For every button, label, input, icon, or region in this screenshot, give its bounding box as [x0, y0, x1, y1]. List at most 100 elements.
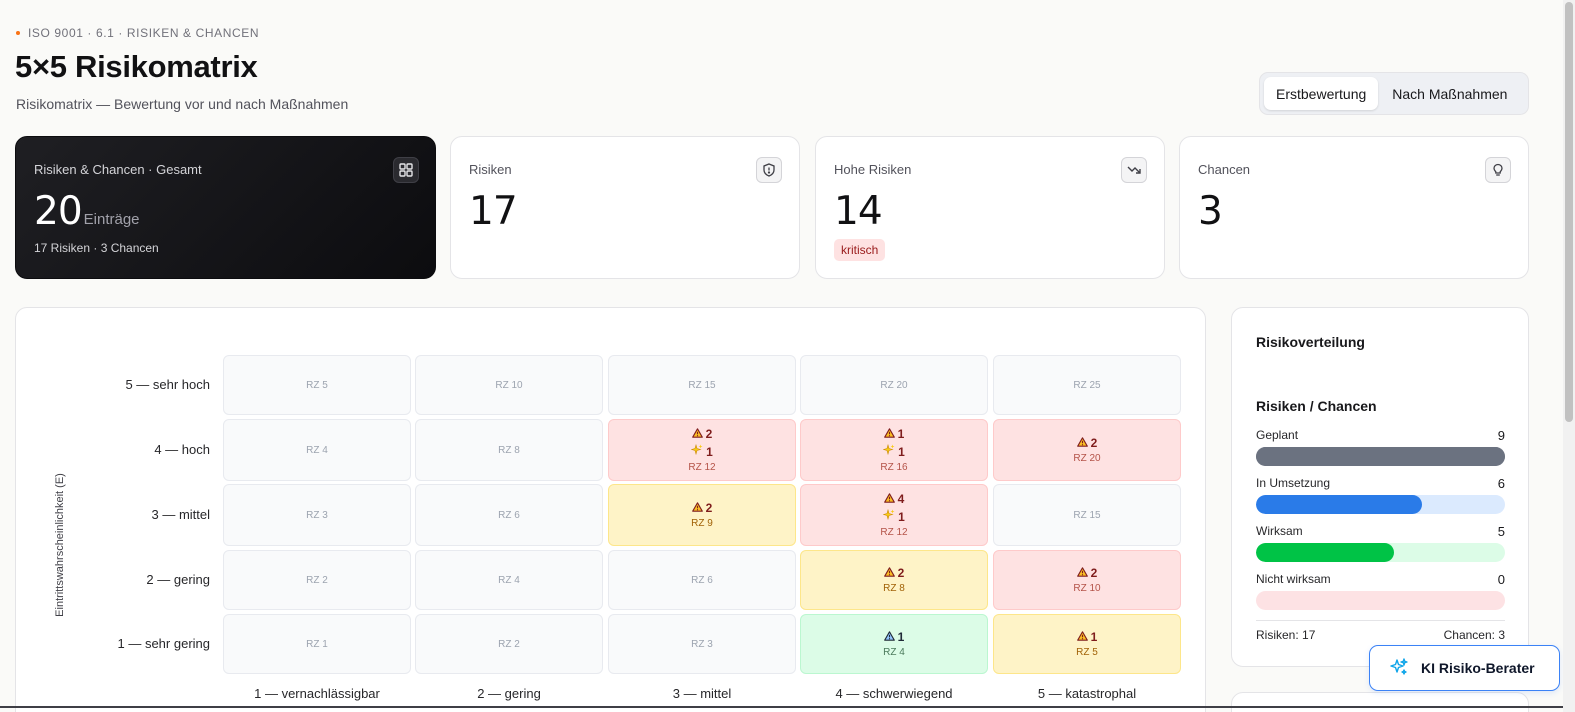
risk-score: RZ 12	[688, 462, 716, 473]
risk-count: 1	[1076, 630, 1098, 644]
warning-triangle-icon	[691, 501, 703, 515]
matrix-cell-e3-s3[interactable]: 2 RZ 9	[608, 484, 796, 546]
matrix-cell-e5-s3[interactable]: RZ 15	[608, 355, 796, 415]
lightbulb-icon	[1485, 157, 1511, 183]
progress-track	[1256, 591, 1505, 610]
matrix-cell-e3-s1[interactable]: RZ 3	[223, 484, 411, 546]
risk-score: RZ 12	[880, 527, 908, 538]
footer-risks: Risiken: 17	[1256, 628, 1316, 642]
stat-chances-value: 3	[1198, 189, 1223, 234]
distribution-footer: Risiken: 17 Chancen: 3	[1256, 620, 1505, 642]
matrix-cell-e2-s1[interactable]: RZ 2	[223, 550, 411, 610]
row-label-5: 5 — sehr hoch	[125, 377, 210, 392]
y-axis-label: Eintrittswahrscheinlichkeit (E)	[54, 473, 66, 617]
column-label-3: 3 — mittel	[672, 686, 732, 701]
risk-count: 2	[691, 427, 713, 441]
chance-count: 1	[882, 443, 905, 459]
risk-count-value: 1	[1090, 630, 1098, 644]
warning-triangle-icon	[691, 427, 703, 441]
stat-high-value: 14	[834, 189, 883, 234]
stat-card-risks: Risiken 17	[450, 136, 800, 279]
matrix-cell-e5-s2[interactable]: RZ 10	[415, 355, 603, 415]
stat-total-value: 20 Einträge	[34, 189, 140, 234]
risk-count-value: 4	[897, 492, 905, 506]
risk-score: RZ 3	[691, 638, 713, 650]
matrix-cell-e5-s5[interactable]: RZ 25	[993, 355, 1181, 415]
column-label-5: 5 — katastrophal	[1037, 686, 1137, 701]
matrix-cell-e3-s5[interactable]: RZ 15	[993, 484, 1181, 546]
sparkles-icon	[690, 443, 703, 459]
eyebrow-dot	[16, 31, 20, 35]
trending-down-icon	[1121, 157, 1147, 183]
progress-value: 0	[1497, 572, 1505, 587]
distribution-panel: Risikoverteilung Risiken / Chancen Gepla…	[1231, 307, 1529, 667]
chance-count-value: 1	[898, 509, 905, 524]
risk-score: RZ 15	[1073, 509, 1101, 521]
risk-count: 4	[883, 492, 905, 506]
matrix-cell-e2-s5[interactable]: 2 RZ 10	[993, 550, 1181, 610]
progress-label: Wirksam	[1256, 524, 1303, 538]
view-toggle: Erstbewertung Nach Maßnahmen	[1259, 72, 1529, 115]
chance-count-value: 1	[706, 444, 713, 459]
sparkles-icon	[882, 443, 895, 459]
risk-score: RZ 6	[498, 509, 520, 521]
bottom-divider	[0, 706, 1563, 708]
ki-assistant-button[interactable]: KI Risiko-Berater	[1369, 645, 1560, 691]
chance-count: 1	[882, 508, 905, 524]
risk-score: RZ 6	[691, 574, 713, 586]
matrix-cell-e3-s4[interactable]: 4 1 RZ 12	[800, 484, 988, 546]
matrix-cell-e5-s4[interactable]: RZ 20	[800, 355, 988, 415]
matrix-cell-e4-s3[interactable]: 2 1 RZ 12	[608, 419, 796, 481]
toggle-erstbewertung[interactable]: Erstbewertung	[1264, 77, 1379, 110]
stat-chances-label: Chancen	[1198, 162, 1251, 177]
risk-count-value: 2	[897, 566, 905, 580]
matrix-cell-e3-s2[interactable]: RZ 6	[415, 484, 603, 546]
matrix-cell-e4-s5[interactable]: 2 RZ 20	[993, 419, 1181, 481]
progress-fill	[1256, 447, 1505, 466]
stat-high-label: Hohe Risiken	[834, 162, 912, 177]
stat-risks-label: Risiken	[469, 162, 512, 177]
risk-count: 2	[691, 501, 712, 515]
shield-alert-icon	[756, 157, 782, 183]
matrix-cell-e1-s5[interactable]: 1 RZ 5	[993, 614, 1181, 674]
progress-fill	[1256, 543, 1395, 562]
warning-triangle-icon	[883, 427, 895, 441]
matrix-cell-e1-s4[interactable]: 1 RZ 4	[800, 614, 988, 674]
critical-badge: kritisch	[834, 239, 886, 261]
matrix-cell-e1-s3[interactable]: RZ 3	[608, 614, 796, 674]
matrix-cell-e1-s2[interactable]: RZ 2	[415, 614, 603, 674]
row-label-3: 3 — mittel	[151, 507, 210, 522]
risk-score: RZ 1	[306, 638, 328, 650]
matrix-cell-e2-s2[interactable]: RZ 4	[415, 550, 603, 610]
chance-count-value: 1	[898, 444, 905, 459]
risk-score: RZ 25	[1073, 379, 1101, 391]
toggle-nach-massnahmen[interactable]: Nach Maßnahmen	[1392, 85, 1508, 102]
matrix-cell-e1-s1[interactable]: RZ 1	[223, 614, 411, 674]
row-label-4: 4 — hoch	[154, 442, 210, 457]
stat-total-number: 20	[34, 189, 83, 234]
matrix-cell-e4-s4[interactable]: 1 1 RZ 16	[800, 419, 988, 481]
next-panel	[1231, 692, 1529, 712]
progress-fill	[1256, 495, 1423, 514]
matrix-cell-e5-s1[interactable]: RZ 5	[223, 355, 411, 415]
scrollbar-thumb[interactable]	[1565, 2, 1573, 422]
stat-risks-value: 17	[469, 189, 518, 234]
progress-value: 5	[1497, 524, 1505, 539]
risk-count-value: 2	[1090, 436, 1098, 450]
risk-count-value: 2	[705, 427, 713, 441]
risk-score: RZ 20	[1073, 453, 1101, 464]
row-label-1: 1 — sehr gering	[117, 636, 211, 651]
column-label-4: 4 — schwerwiegend	[835, 686, 953, 701]
matrix-cell-e2-s3[interactable]: RZ 6	[608, 550, 796, 610]
matrix-cell-e2-s4[interactable]: 2 RZ 8	[800, 550, 988, 610]
progress-label: Nicht wirksam	[1256, 572, 1331, 586]
matrix-cell-e4-s1[interactable]: RZ 4	[223, 419, 411, 481]
grid-icon	[393, 157, 419, 183]
column-label-1: 1 — vernachlässigbar	[254, 686, 380, 701]
progress-track	[1256, 447, 1505, 466]
page-subtitle: Risikomatrix — Bewertung vor und nach Ma…	[16, 96, 349, 112]
progress-track	[1256, 543, 1505, 562]
matrix-cell-e4-s2[interactable]: RZ 8	[415, 419, 603, 481]
progress-row: In Umsetzung 6	[1256, 476, 1505, 514]
